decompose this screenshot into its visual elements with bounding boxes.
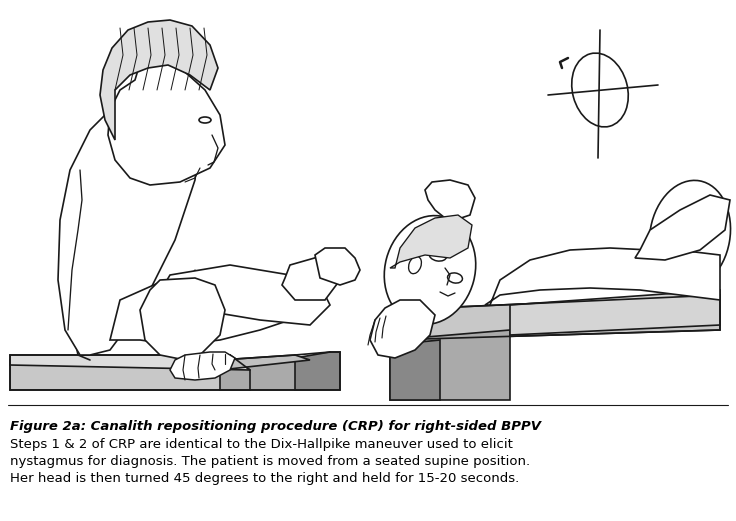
- Text: nystagmus for diagnosis. The patient is moved from a seated supine position.: nystagmus for diagnosis. The patient is …: [10, 455, 530, 468]
- Polygon shape: [58, 90, 200, 355]
- Polygon shape: [390, 215, 472, 268]
- Polygon shape: [10, 355, 250, 370]
- Polygon shape: [100, 20, 218, 140]
- Ellipse shape: [429, 249, 447, 261]
- Text: Steps 1 & 2 of CRP are identical to the Dix-Hallpike maneuver used to elicit: Steps 1 & 2 of CRP are identical to the …: [10, 438, 513, 451]
- Polygon shape: [220, 360, 310, 390]
- Polygon shape: [425, 180, 475, 220]
- Polygon shape: [140, 278, 225, 360]
- Polygon shape: [165, 280, 295, 325]
- Polygon shape: [305, 258, 345, 285]
- Polygon shape: [370, 300, 435, 358]
- Polygon shape: [155, 265, 330, 325]
- Polygon shape: [220, 355, 310, 370]
- Polygon shape: [10, 360, 250, 390]
- Ellipse shape: [199, 117, 211, 123]
- Polygon shape: [390, 330, 510, 400]
- Polygon shape: [295, 352, 340, 390]
- Polygon shape: [510, 290, 720, 335]
- Polygon shape: [485, 248, 720, 305]
- Polygon shape: [110, 270, 300, 345]
- Polygon shape: [150, 135, 180, 180]
- Polygon shape: [315, 248, 360, 285]
- Ellipse shape: [384, 216, 475, 325]
- Ellipse shape: [572, 53, 629, 127]
- Ellipse shape: [447, 273, 462, 283]
- Polygon shape: [170, 352, 235, 380]
- Text: Her head is then turned 45 degrees to the right and held for 15-20 seconds.: Her head is then turned 45 degrees to th…: [10, 472, 520, 485]
- Polygon shape: [390, 340, 440, 400]
- Polygon shape: [108, 62, 225, 185]
- Polygon shape: [282, 255, 340, 300]
- Text: Figure 2a: Canalith repositioning procedure (CRP) for right-sided BPPV: Figure 2a: Canalith repositioning proced…: [10, 420, 541, 433]
- Ellipse shape: [649, 180, 731, 290]
- Polygon shape: [390, 295, 720, 340]
- Polygon shape: [635, 195, 730, 260]
- Ellipse shape: [408, 256, 422, 274]
